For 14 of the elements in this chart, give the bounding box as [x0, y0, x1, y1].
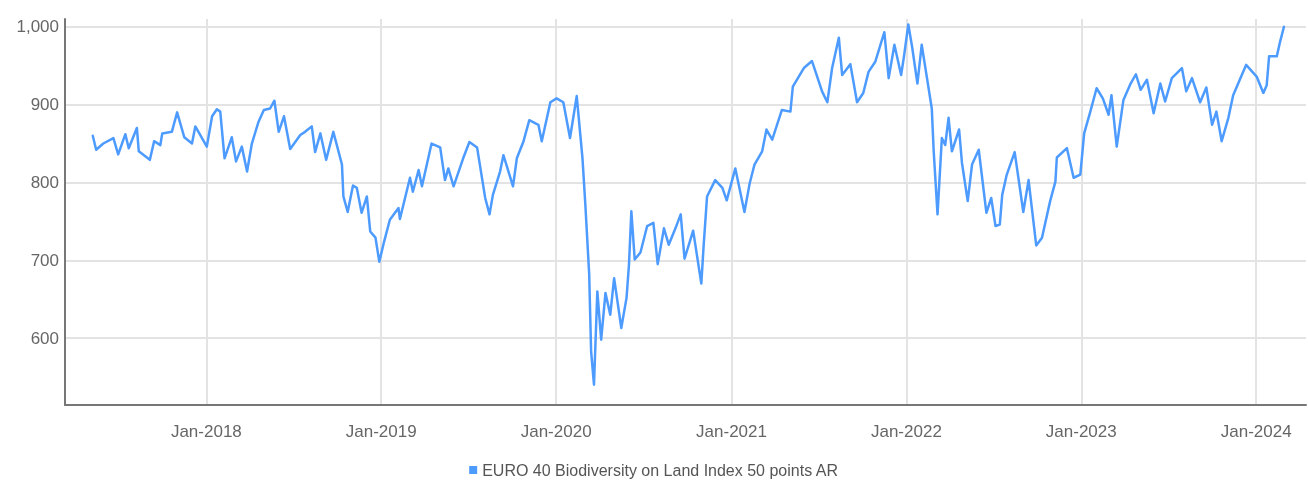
line-series — [91, 23, 1286, 387]
x-tick-label: Jan-2021 — [696, 422, 767, 441]
x-tick-label: Jan-2018 — [170, 422, 242, 441]
y-tick-label: 800 — [30, 172, 59, 192]
y-tick-label: 900 — [30, 95, 59, 115]
legend-label: EURO 40 Biodiversity on Land Index 50 points AR — [482, 461, 838, 479]
x-tick-label: Jan-2020 — [520, 422, 592, 441]
y-tick-label: 600 — [30, 328, 59, 348]
y-tick-label: 1,000 — [16, 17, 59, 37]
x-tick-label: Jan-2022 — [870, 422, 942, 441]
y-tick-label: 700 — [30, 250, 59, 270]
x-tick-label: Jan-2024 — [1220, 422, 1292, 441]
x-tick-label: Jan-2019 — [345, 422, 417, 441]
x-tick-label: Jan-2023 — [1045, 422, 1117, 441]
